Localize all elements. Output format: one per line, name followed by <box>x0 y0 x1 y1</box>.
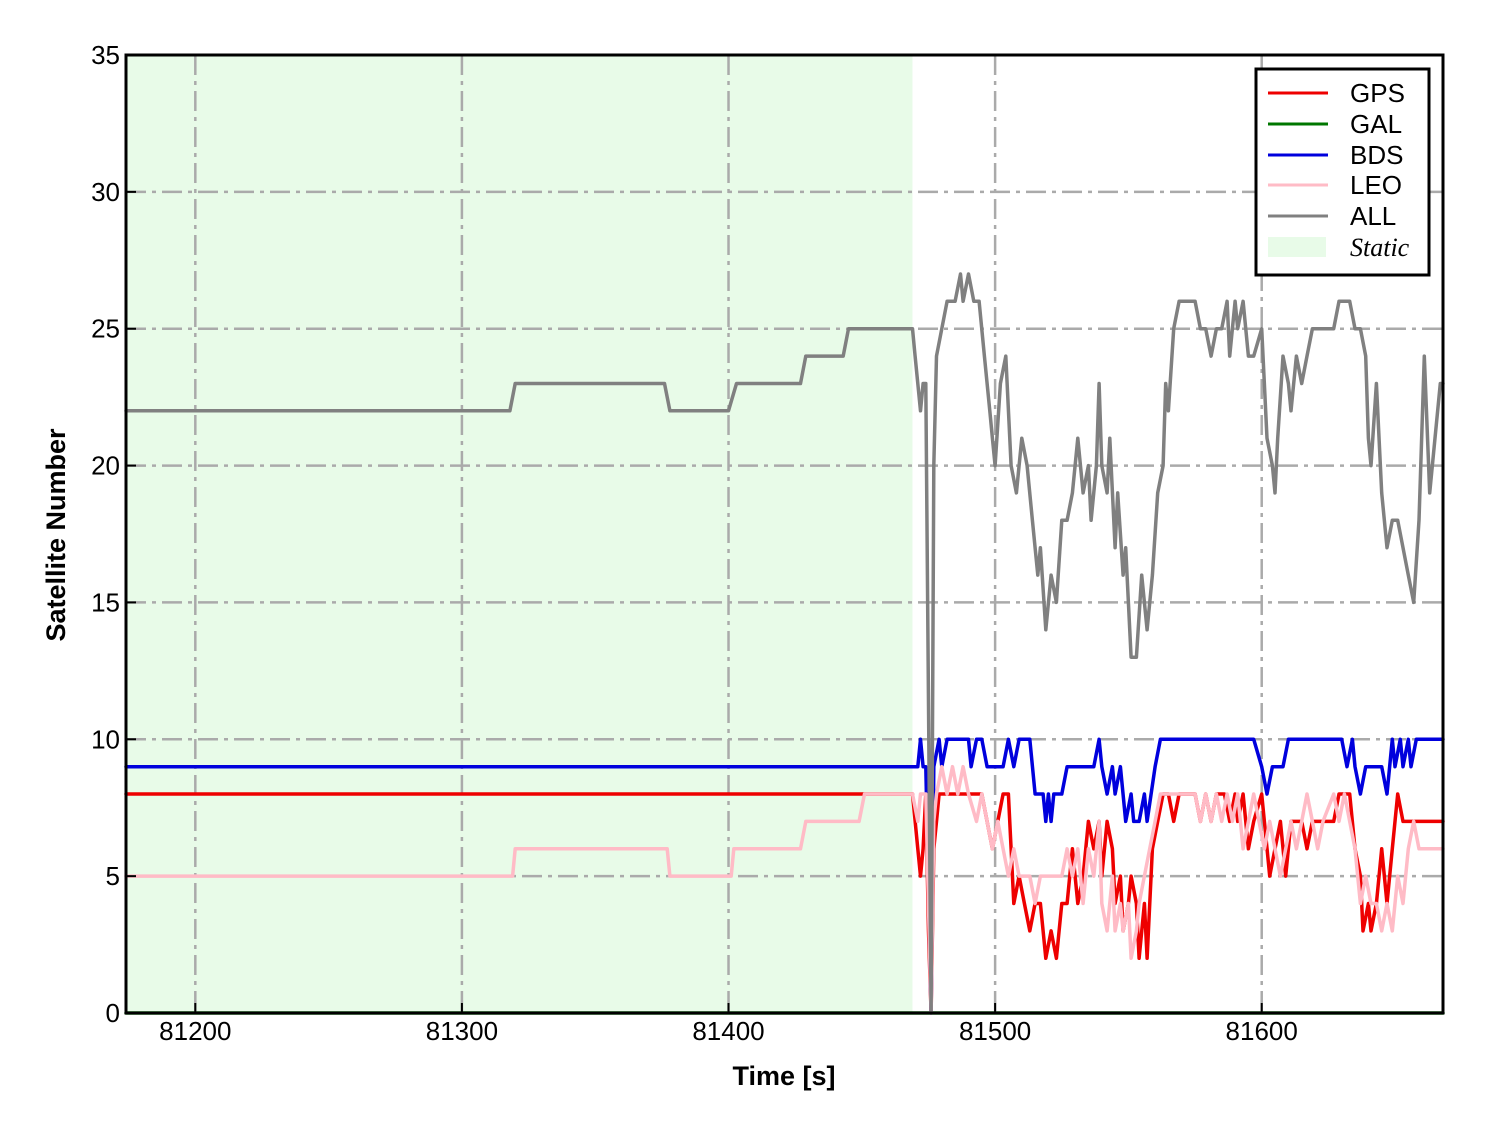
y-tick-label: 35 <box>91 40 120 70</box>
x-tick-label: 81200 <box>159 1016 231 1046</box>
y-tick-label: 10 <box>91 724 120 754</box>
x-tick-label: 81300 <box>426 1016 498 1046</box>
legend-label-leo: LEO <box>1350 170 1402 200</box>
legend-label-all: ALL <box>1350 201 1396 231</box>
x-tick-label: 81600 <box>1226 1016 1298 1046</box>
x-tick-label: 81500 <box>959 1016 1031 1046</box>
legend-box <box>1254 67 1431 277</box>
series-line-bds <box>124 737 1445 1015</box>
legend-label-static: Static <box>1350 233 1410 262</box>
legend-swatch-static <box>1268 237 1326 257</box>
x-tick-label: 81400 <box>692 1016 764 1046</box>
series-line-gps <box>124 792 1445 1015</box>
x-axis-title: Time [s] <box>732 1061 835 1091</box>
series-line-leo <box>124 764 1445 1015</box>
y-tick-label: 20 <box>91 451 120 481</box>
y-axis-title: Satellite Number <box>41 428 71 642</box>
y-tick-label: 0 <box>106 998 120 1028</box>
y-tick-label: 25 <box>91 314 120 344</box>
legend: GPS GAL BDS LEO ALL Static <box>1254 67 1431 277</box>
y-tick-label: 30 <box>91 177 120 207</box>
y-tick-label: 5 <box>106 861 120 891</box>
legend-label-bds: BDS <box>1350 140 1403 170</box>
y-tick-label: 15 <box>91 587 120 617</box>
legend-label-gal: GAL <box>1350 109 1402 139</box>
plot-frame <box>124 53 1445 1015</box>
legend-label-gps: GPS <box>1350 78 1405 108</box>
static-shaded-region <box>126 55 913 1013</box>
axis-ticks: 81200 81300 81400 81500 81600 0 5 10 15 20 25 30 35 <box>91 40 1298 1046</box>
series-line-all <box>124 272 1445 1015</box>
